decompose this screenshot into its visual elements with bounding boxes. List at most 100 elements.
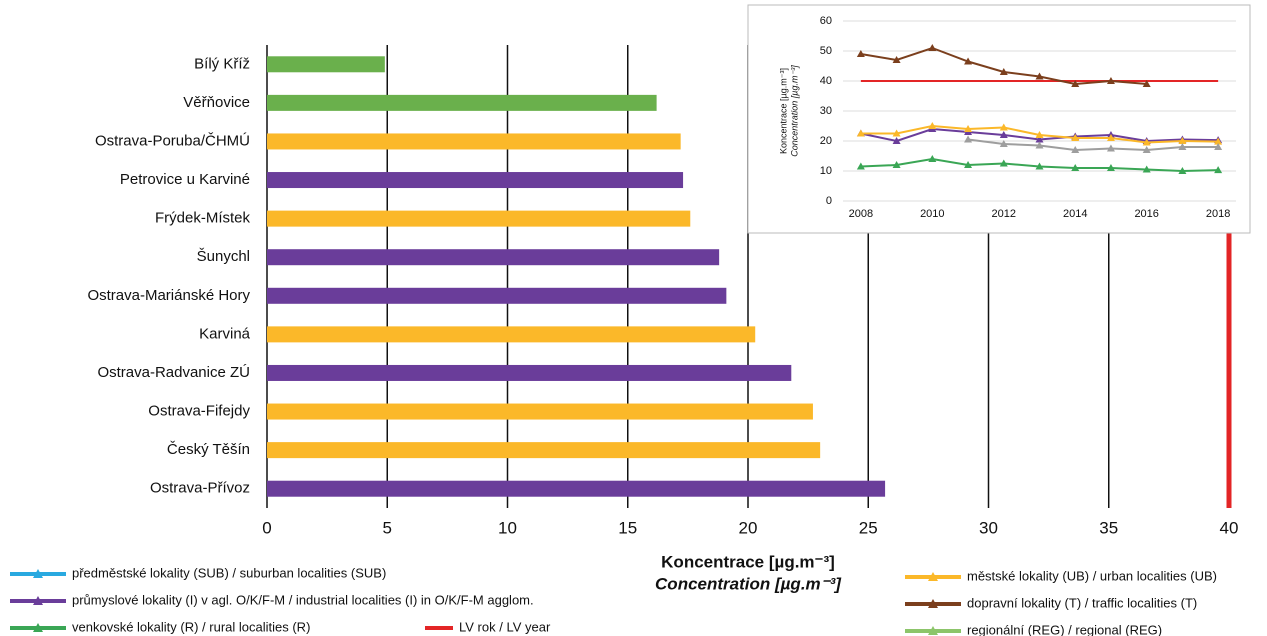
bar [267, 403, 813, 420]
y-tick-label: Věřňovice [183, 94, 250, 111]
legend-label: regionální (REG) / regional (REG) [967, 622, 1162, 636]
legend-marker [928, 599, 938, 608]
x-tick-label: 10 [498, 518, 517, 537]
series-line [967, 138, 1219, 152]
point [964, 57, 973, 65]
bar [267, 287, 727, 304]
x-axis-label-en: Concentration [µg.m⁻³] [655, 574, 842, 593]
x-tick-label: 2016 [1134, 208, 1158, 220]
inset-frame [747, 4, 1251, 234]
point [999, 68, 1008, 75]
point [928, 44, 937, 51]
y-axis-label-en: Concentration [µg.m⁻³] [789, 65, 799, 157]
point [964, 161, 973, 168]
point [892, 129, 901, 137]
point [1178, 137, 1187, 144]
legend-marker [928, 572, 938, 581]
x-tick-label: 2014 [1063, 208, 1087, 220]
bar [267, 364, 792, 381]
y-axis-label: Koncentrace [µg.m⁻³] [778, 68, 788, 154]
y-tick-label: 0 [826, 195, 832, 207]
point [999, 123, 1008, 131]
x-tick-label: 2012 [992, 208, 1016, 220]
legend-label: venkovské lokality (R) / rural localitie… [72, 619, 310, 634]
point [999, 131, 1008, 138]
x-tick-label: 2010 [920, 208, 944, 220]
x-tick-label: 35 [1099, 518, 1118, 537]
point [892, 161, 901, 168]
point [856, 129, 865, 137]
y-tick-label: 20 [820, 135, 832, 147]
y-tick-label: 50 [820, 45, 832, 57]
point [1214, 143, 1223, 150]
x-tick-label: 20 [739, 518, 758, 537]
x-tick-label: 0 [262, 518, 271, 537]
y-tick-label: Ostrava-Poruba/ČHMÚ [95, 132, 250, 149]
legend-marker [33, 569, 43, 578]
point [1035, 141, 1044, 149]
x-tick-label: 15 [618, 518, 637, 537]
point [1035, 135, 1044, 143]
x-tick-label: 2018 [1206, 208, 1230, 220]
point [1142, 146, 1151, 153]
legend-label: městské lokality (UB) / urban localities… [967, 568, 1217, 583]
bar [267, 480, 886, 497]
point [1178, 167, 1187, 174]
point [1035, 131, 1044, 138]
y-tick-label: Frýdek-Místek [155, 210, 251, 227]
point [1071, 80, 1080, 87]
legend-marker [33, 596, 43, 605]
legend-label: průmyslové lokality (I) v agl. O/K/F-M /… [72, 592, 534, 607]
point [1106, 134, 1115, 141]
y-tick-label: Ostrava-Fifejdy [148, 403, 250, 420]
x-axis-label: Koncentrace [µg.m⁻³] [661, 552, 835, 571]
point [964, 135, 973, 143]
y-tick-label: 30 [820, 105, 832, 117]
bar [267, 133, 681, 150]
bar [267, 56, 385, 73]
bar [267, 326, 756, 343]
bar [267, 249, 720, 266]
y-tick-label: 10 [820, 165, 832, 177]
y-tick-label: Český Těšín [167, 441, 250, 458]
point [999, 159, 1008, 167]
legend-label: dopravní lokality (T) / traffic localiti… [967, 595, 1197, 610]
point [1035, 162, 1044, 170]
point [856, 50, 865, 57]
x-tick-label: 40 [1220, 518, 1239, 537]
x-tick-label: 5 [383, 518, 392, 537]
point [1214, 137, 1223, 145]
point [928, 155, 937, 162]
x-tick-label: 25 [859, 518, 878, 537]
y-tick-label: 40 [820, 75, 832, 87]
point [1071, 146, 1080, 153]
y-tick-label: Ostrava-Mariánské Hory [87, 287, 250, 304]
point [999, 140, 1008, 147]
point [892, 56, 901, 63]
point [964, 125, 973, 132]
point [1106, 164, 1115, 171]
bar [267, 210, 691, 227]
point [856, 162, 865, 170]
legend-marker [928, 626, 938, 635]
bar [267, 442, 821, 459]
legend-marker [33, 623, 43, 632]
y-tick-label: Šunychl [197, 248, 250, 265]
point [1214, 166, 1223, 174]
point [1178, 143, 1187, 150]
y-tick-label: Petrovice u Karviné [120, 171, 250, 188]
point [1035, 72, 1044, 80]
point [1071, 134, 1080, 141]
point [1106, 144, 1115, 152]
bar [267, 172, 684, 189]
point [1142, 165, 1151, 173]
y-tick-label: Karviná [199, 325, 251, 342]
legend-label: LV rok / LV year [459, 619, 551, 634]
x-tick-label: 2008 [849, 208, 873, 220]
y-tick-label: Ostrava-Radvanice ZÚ [97, 364, 250, 381]
point [1106, 77, 1115, 84]
y-tick-label: 60 [820, 15, 832, 27]
point [1071, 164, 1080, 171]
point [1142, 80, 1151, 87]
